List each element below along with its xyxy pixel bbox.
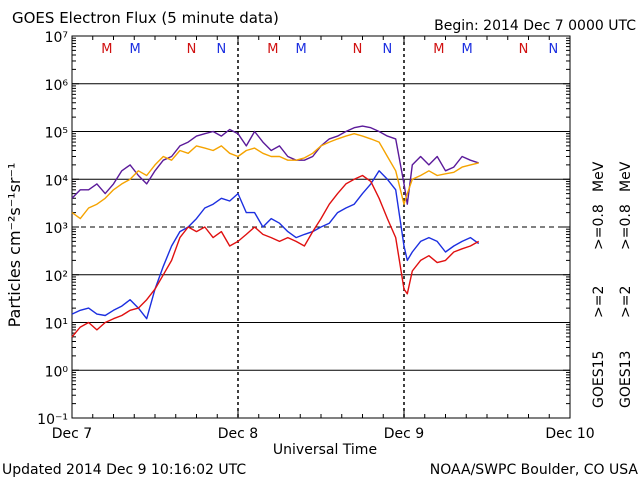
begin-date: Begin: 2014 Dec 7 0000 UTC [434, 18, 636, 34]
x-tick-label: Dec 9 [384, 426, 424, 442]
marker-m: M [433, 42, 444, 57]
updated-timestamp: Updated 2014 Dec 9 10:16:02 UTC [2, 462, 246, 478]
y-tick-label: 10⁰ [45, 364, 69, 380]
y-axis-label: Particles cm⁻²s⁻¹sr⁻¹ [5, 163, 24, 328]
x-tick-label: Dec 10 [545, 426, 594, 442]
y-tick-label: 10² [45, 269, 68, 285]
marker-m: M [129, 42, 140, 57]
marker-n: N [383, 42, 393, 57]
y-tick-label: 10⁶ [45, 78, 69, 94]
goes13-2mev-label: >=2 [618, 286, 634, 318]
x-axis-ticks: Dec 7 Dec 8 Dec 9 Dec 10 [52, 36, 595, 442]
goes15-label: GOES15 [591, 351, 607, 408]
series-line-1 [71, 125, 479, 205]
day-separator-lines [237, 36, 405, 418]
y-tick-label: 10⁻¹ [37, 412, 68, 428]
credit-text: NOAA/SWPC Boulder, CO USA [430, 462, 639, 478]
flux-series [71, 125, 480, 338]
y-tick-label: 10¹ [45, 317, 68, 333]
x-tick-label: Dec 7 [52, 426, 92, 442]
mev-label-b: MeV [618, 161, 634, 192]
marker-n: N [519, 42, 529, 57]
series-line-3 [71, 170, 480, 320]
marker-n: N [187, 42, 197, 57]
marker-m: M [101, 42, 112, 57]
x-axis-label: Universal Time [273, 442, 377, 458]
y-tick-label: 10⁷ [45, 30, 68, 46]
mev-label-a: MeV [591, 161, 607, 192]
marker-n: N [353, 42, 363, 57]
series-line-4 [71, 174, 480, 338]
x-tick-label: Dec 8 [218, 426, 258, 442]
marker-n: N [549, 42, 559, 57]
goes15-2mev-label: >=2 [591, 286, 607, 318]
marker-m: M [267, 42, 278, 57]
right-legend: GOES15 GOES13 >=2 >=2 >=0.8 >=0.8 MeV Me… [591, 161, 634, 408]
y-axis-ticks: 10⁻¹ 10⁰ 10¹ 10² 10³ 10⁴ 10⁵ 10⁶ 10⁷ [37, 30, 570, 428]
marker-n: N [217, 42, 227, 57]
goes13-label: GOES13 [618, 351, 634, 408]
series-line-2 [71, 132, 479, 220]
y-tick-label: 10⁴ [45, 173, 69, 189]
chart-title: GOES Electron Flux (5 minute data) [12, 9, 279, 27]
y-tick-label: 10⁵ [45, 126, 68, 142]
goes15-08mev-label: >=0.8 [591, 204, 607, 250]
goes13-08mev-label: >=0.8 [618, 204, 634, 250]
y-tick-label: 10³ [45, 221, 68, 237]
horizontal-gridlines [72, 83, 570, 371]
marker-m: M [295, 42, 306, 57]
marker-m: M [461, 42, 472, 57]
